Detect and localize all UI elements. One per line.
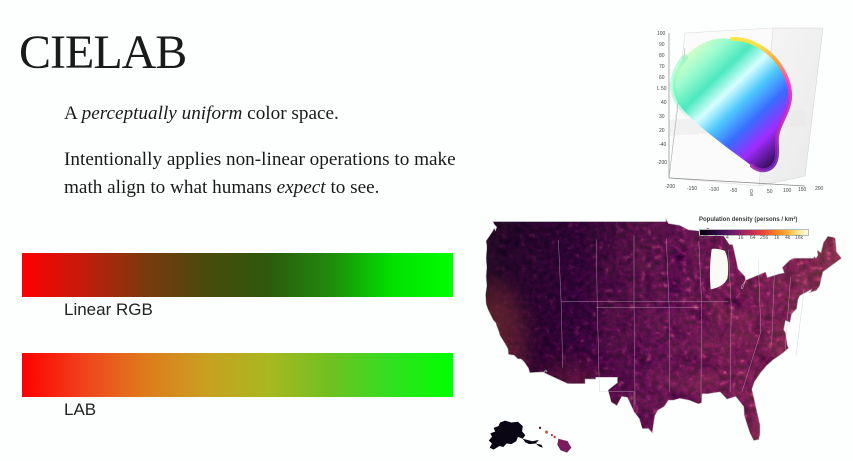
svg-text:50: 50 <box>767 189 773 195</box>
svg-text:150: 150 <box>798 187 807 193</box>
svg-text:100: 100 <box>657 31 666 37</box>
svg-text:-50: -50 <box>730 188 737 194</box>
svg-text:L 50: L 50 <box>657 86 667 92</box>
svg-text:20: 20 <box>659 128 665 134</box>
svg-text:-40: -40 <box>659 142 666 148</box>
svg-text:-100: -100 <box>709 187 719 193</box>
svg-text:-150: -150 <box>687 186 697 192</box>
svg-text:30: 30 <box>659 114 665 120</box>
svg-text:80: 80 <box>659 53 665 59</box>
svg-text:200: 200 <box>815 186 824 192</box>
svg-text:40: 40 <box>661 100 667 106</box>
svg-text:a: a <box>750 192 753 196</box>
svg-text:100: 100 <box>783 188 792 194</box>
svg-text:-200: -200 <box>665 184 675 190</box>
svg-text:90: 90 <box>659 42 665 48</box>
svg-text:-200: -200 <box>657 160 667 166</box>
svg-text:70: 70 <box>659 64 665 70</box>
svg-text:60: 60 <box>659 75 665 81</box>
